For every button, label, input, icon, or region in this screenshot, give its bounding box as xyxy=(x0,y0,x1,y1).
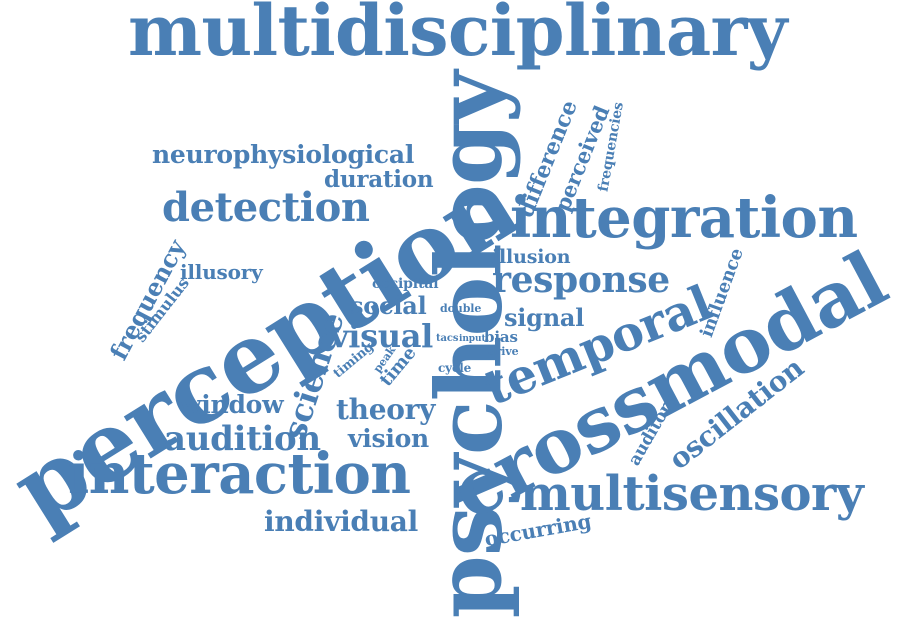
word-duration: duration xyxy=(324,166,434,193)
word-theory: theory xyxy=(336,393,436,426)
word-integration: integration xyxy=(510,185,858,251)
word-multidisciplinary: multidisciplinary xyxy=(128,0,787,72)
word-drive: drive xyxy=(488,345,519,358)
word-individual: individual xyxy=(264,505,419,538)
word-detection: detection xyxy=(162,184,370,231)
word-visual: visual xyxy=(330,317,434,355)
word-tacs: tacs xyxy=(436,333,459,344)
word-audition: audition xyxy=(164,419,321,459)
word-social: social xyxy=(350,291,427,320)
word-double: double xyxy=(440,302,482,315)
word-signal: signal xyxy=(504,303,585,332)
word-window: window xyxy=(180,390,284,419)
word-occipital: occipital xyxy=(372,276,439,292)
word-multisensory: multisensory xyxy=(520,466,864,522)
word-neurophysiological: neurophysiological xyxy=(152,140,415,169)
word-illusory: illusory xyxy=(180,260,263,284)
word-input: input xyxy=(459,334,486,344)
word-vision: vision xyxy=(348,424,429,453)
word-cycle: cycle xyxy=(438,361,472,375)
word-interaction: interaction xyxy=(68,441,411,507)
word-bias: bias xyxy=(484,328,518,346)
word-response: response xyxy=(492,259,670,301)
word-illusion: illusion xyxy=(492,246,571,268)
